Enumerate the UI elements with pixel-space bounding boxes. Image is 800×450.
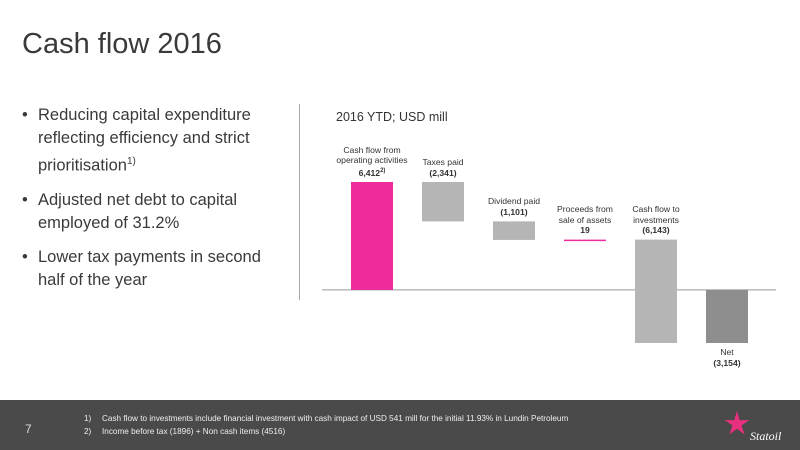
separator — [299, 104, 300, 300]
logo-text: Statoil — [750, 429, 782, 443]
bar — [564, 239, 606, 242]
bar-label: Net (3,154) — [697, 347, 757, 368]
chart — [322, 182, 776, 343]
footer: 7 1) Cash flow to investments include fin… — [0, 400, 800, 450]
value-label: 19 — [580, 225, 590, 236]
page-number: 7 — [25, 422, 32, 436]
value-label: (2,341) — [429, 167, 457, 178]
value-label-note: 2) — [380, 167, 386, 174]
bullet-list: Reducing capital expenditure reflecting … — [22, 104, 282, 303]
bar — [706, 289, 748, 343]
value-label-row: 19 — [552, 225, 618, 236]
bullet: Adjusted net debt to capital employed of… — [22, 189, 282, 235]
bullet-text: Adjusted net debt to capital employed of… — [38, 190, 238, 232]
footnote-mark: 2) — [84, 427, 92, 436]
bullet: Lower tax payments in second half of the… — [22, 246, 282, 292]
value-label: (3,154) — [713, 357, 741, 368]
footnote: 2) Income before tax (1896) + Non cash it… — [84, 427, 285, 436]
footnote: 1) Cash flow to investments include finan… — [84, 414, 568, 423]
footnote-text: Income before tax (1896) + Non cash item… — [102, 427, 286, 436]
value-label: (1,101) — [500, 206, 528, 217]
bullet-text: Reducing capital expenditure reflecting … — [38, 106, 251, 175]
bar — [493, 221, 535, 240]
category-label: Dividend paid — [487, 196, 541, 207]
bar-label: Taxes paid (2,341) — [408, 157, 478, 178]
bar-label: Cash flow to investments (6,143) — [621, 204, 691, 236]
logo-mark — [724, 411, 750, 435]
value-label: 6,412 — [358, 167, 381, 178]
bullet: Reducing capital expenditure reflecting … — [22, 104, 282, 178]
category-label: Cash flow to investments — [632, 204, 680, 225]
category-label: Taxes paid — [422, 157, 464, 167]
bar-label: Cash flow from operating activities 6,412… — [327, 145, 417, 178]
bullet-note: 1) — [126, 156, 136, 167]
bullet-text: Lower tax payments in second half of the… — [38, 247, 261, 289]
footnote-mark: 1) — [84, 414, 92, 423]
value-label-row: (3,154) — [697, 358, 757, 369]
bar-label: Dividend paid (1,101) — [474, 196, 554, 217]
bar — [422, 182, 464, 222]
category-label: Net — [720, 347, 734, 357]
chart-subtitle: 2016 YTD; USD mill — [336, 110, 448, 124]
category-label: Cash flow from operating activities — [336, 144, 408, 166]
value-label: (6,143) — [642, 225, 670, 236]
value-label-row: (1,101) — [474, 207, 554, 218]
value-label-row: (2,341) — [408, 168, 478, 179]
value-label-row: 6,4122) — [327, 166, 417, 178]
value-label-row: (6,143) — [621, 225, 691, 236]
footnote-text: Cash flow to investments include financi… — [102, 414, 569, 423]
category-label: Proceeds from sale of assets — [557, 204, 613, 225]
bar-label: Proceeds from sale of assets 19 — [552, 204, 618, 236]
bar — [351, 182, 393, 290]
bar — [635, 239, 677, 343]
slide-title: Cash flow 2016 — [22, 28, 222, 60]
